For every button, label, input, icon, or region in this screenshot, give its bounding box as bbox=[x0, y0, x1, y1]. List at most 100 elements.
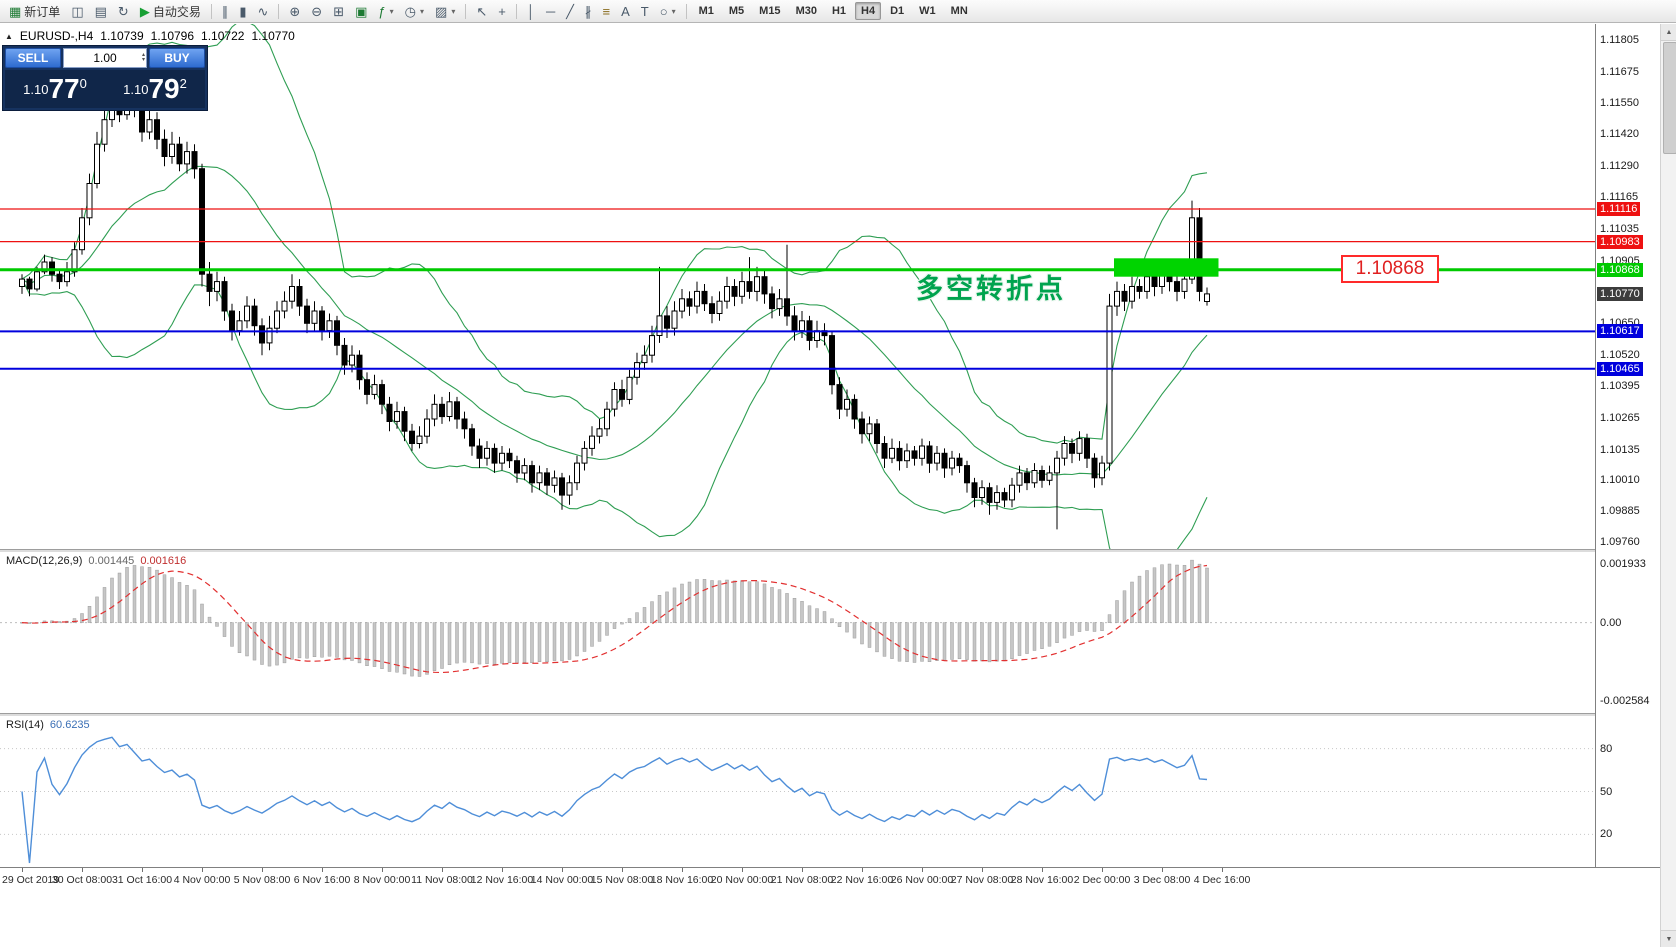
main-chart-canvas[interactable] bbox=[0, 24, 1595, 549]
main-chart-pane[interactable]: ▲ EURUSD-,H4 1.10739 1.10796 1.10722 1.1… bbox=[0, 24, 1595, 549]
macd-histogram-bar bbox=[1032, 622, 1037, 651]
candle-body bbox=[1204, 293, 1210, 302]
timeframe-d1-button[interactable]: D1 bbox=[890, 5, 905, 17]
candle-body bbox=[874, 423, 880, 444]
bar-chart-icon[interactable]: ∥ bbox=[217, 1, 234, 22]
turning-point-annotation[interactable]: 多空转折点 bbox=[916, 274, 1066, 304]
timeframe-m5-button[interactable]: M5 bbox=[728, 5, 745, 17]
candle-body bbox=[71, 249, 78, 273]
periods-icon[interactable]: ◷ ▾ bbox=[400, 1, 429, 22]
macd-canvas[interactable] bbox=[0, 552, 1595, 713]
horizontal-line-icon[interactable]: ─ bbox=[541, 1, 560, 22]
macd-histogram-bar bbox=[1047, 622, 1052, 647]
refresh-icon[interactable]: ↻ bbox=[113, 1, 134, 22]
new-order-button: ▦ bbox=[9, 3, 22, 19]
buy-price[interactable]: 1.10 79 2 bbox=[105, 70, 205, 108]
rsi-indicator-label: RSI(14) 60.6235 bbox=[6, 719, 90, 731]
timeframe-w1-button[interactable]: W1 bbox=[919, 5, 936, 17]
tile-windows-icon[interactable]: ⊞ bbox=[328, 1, 349, 22]
buy-button[interactable]: BUY bbox=[149, 48, 205, 68]
zoom-in-icon: ⊕ bbox=[289, 3, 301, 19]
macd-histogram-bar bbox=[357, 622, 362, 664]
scroll-up-icon[interactable]: ▲ bbox=[1661, 24, 1676, 41]
macd-histogram-bar bbox=[800, 601, 804, 623]
macd-indicator-pane[interactable]: MACD(12,26,9) 0.001445 0.001616 bbox=[0, 552, 1595, 713]
rsi-indicator-pane[interactable]: RSI(14) 60.6235 bbox=[0, 716, 1595, 867]
templates-icon[interactable]: ▨ ▾ bbox=[430, 1, 460, 22]
candle-body bbox=[551, 477, 558, 486]
timeframe-m30-button[interactable]: M30 bbox=[795, 5, 817, 17]
dropdown-caret-icon[interactable]: ▾ bbox=[671, 6, 676, 16]
vertical-line-icon[interactable]: │ bbox=[522, 1, 540, 22]
macd-histogram-bar bbox=[777, 589, 782, 623]
pane-splitter[interactable] bbox=[0, 713, 1660, 716]
line-chart-icon[interactable]: ∿ bbox=[252, 1, 273, 22]
macd-histogram-bar bbox=[335, 622, 339, 658]
macd-histogram-bar bbox=[245, 622, 249, 657]
macd-histogram-bar bbox=[627, 618, 632, 623]
volume-field[interactable]: 1.00 ▴ ▾ bbox=[63, 48, 147, 68]
macd-histogram-bar bbox=[477, 622, 482, 665]
candle-body bbox=[529, 465, 535, 484]
time-axis[interactable]: 29 Oct 2019 30 Oct 08:00 31 Oct 16:00 4 Nov… bbox=[0, 867, 1660, 947]
shapes-icon[interactable]: ○ ▾ bbox=[655, 1, 681, 22]
vertical-scrollbar[interactable]: ▲ ▼ bbox=[1660, 24, 1676, 947]
macd-histogram-bar bbox=[1040, 622, 1044, 649]
cursor-icon[interactable]: ↖ bbox=[471, 1, 492, 22]
autotrading-button[interactable]: ▶ 自动交易 bbox=[135, 1, 206, 22]
stepper-down-icon[interactable]: ▾ bbox=[141, 57, 145, 63]
price-level-annotation-box[interactable]: 1.10868 bbox=[1341, 255, 1439, 283]
candle-body bbox=[1039, 470, 1045, 481]
candle-body bbox=[971, 482, 978, 498]
highlight-rectangle-object[interactable] bbox=[1114, 258, 1219, 277]
macd-histogram-bar bbox=[657, 595, 662, 623]
scrollbar-thumb[interactable] bbox=[1663, 42, 1676, 154]
toolbar-separator bbox=[465, 3, 467, 19]
macd-histogram-bar bbox=[552, 622, 557, 661]
candle-body bbox=[1054, 457, 1060, 474]
volume-stepper[interactable]: ▴ ▾ bbox=[142, 50, 145, 66]
price-axis[interactable]: 1.11805 1.11675 1.11550 1.11420 1.11290 1.111… bbox=[1595, 24, 1660, 867]
dropdown-caret-icon[interactable]: ▾ bbox=[451, 6, 456, 16]
label-icon[interactable]: T bbox=[636, 1, 654, 22]
pane-splitter[interactable] bbox=[0, 549, 1660, 552]
candle-body bbox=[1106, 305, 1113, 464]
timeframe-mn-button[interactable]: MN bbox=[950, 5, 968, 17]
rsi-canvas[interactable] bbox=[0, 716, 1595, 867]
bollinger-band-line bbox=[21, 278, 1208, 549]
zoom-in-icon[interactable]: ⊕ bbox=[284, 1, 305, 22]
sell-price[interactable]: 1.10 77 0 bbox=[5, 70, 105, 108]
chart-ohlc-header: ▲ EURUSD-,H4 1.10739 1.10796 1.10722 1.1… bbox=[5, 29, 295, 43]
candle-body bbox=[596, 428, 603, 437]
sell-button[interactable]: SELL bbox=[5, 48, 61, 68]
candle-body bbox=[394, 411, 400, 422]
new-chart-icon[interactable]: ◫ bbox=[66, 1, 88, 22]
stepper-up-icon[interactable]: ▴ bbox=[141, 52, 145, 58]
text-icon[interactable]: A bbox=[616, 1, 635, 22]
crosshair-icon[interactable]: + bbox=[493, 1, 511, 22]
candle-body bbox=[94, 143, 100, 184]
timeframe-m1-button[interactable]: M1 bbox=[698, 5, 714, 17]
candle-body bbox=[866, 423, 873, 435]
new-order-button[interactable]: ▦ 新订单 bbox=[4, 1, 65, 22]
arrange-windows-icon[interactable]: ▣ bbox=[350, 1, 372, 22]
macd-histogram-bar bbox=[1100, 622, 1104, 631]
channel-icon[interactable]: ∦ bbox=[580, 1, 597, 22]
macd-histogram-bar bbox=[1085, 622, 1089, 631]
timeframe-h1-button[interactable]: H1 bbox=[831, 5, 847, 17]
trendline-icon[interactable]: ╱ bbox=[561, 1, 579, 22]
timeframe-h4-button[interactable]: H4 bbox=[855, 2, 882, 20]
fibonacci-icon[interactable]: ≡ bbox=[598, 1, 616, 22]
candlestick-chart-icon[interactable]: ▮ bbox=[234, 1, 251, 22]
zoom-out-icon[interactable]: ⊖ bbox=[306, 1, 327, 22]
panel-collapse-icon[interactable]: ▲ bbox=[5, 31, 13, 41]
scroll-down-icon[interactable]: ▼ bbox=[1661, 930, 1676, 947]
macd-histogram-bar bbox=[492, 622, 497, 665]
indicators-icon[interactable]: ƒ ▾ bbox=[373, 1, 398, 22]
timeframe-m15-button[interactable]: M15 bbox=[759, 5, 781, 17]
macd-histogram-bar bbox=[912, 622, 917, 663]
dropdown-caret-icon[interactable]: ▾ bbox=[389, 6, 394, 16]
profiles-icon[interactable]: ▤ bbox=[90, 1, 112, 22]
symbol-period-label: EURUSD-,H4 bbox=[19, 29, 94, 43]
dropdown-caret-icon[interactable]: ▾ bbox=[420, 6, 425, 16]
